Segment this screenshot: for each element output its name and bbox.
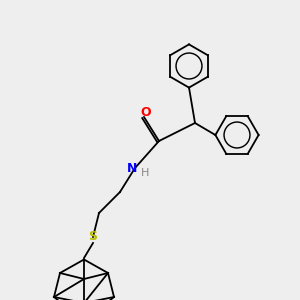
Text: N: N [127, 161, 137, 175]
Text: H: H [141, 167, 150, 178]
Text: O: O [140, 106, 151, 119]
Text: S: S [88, 230, 98, 244]
